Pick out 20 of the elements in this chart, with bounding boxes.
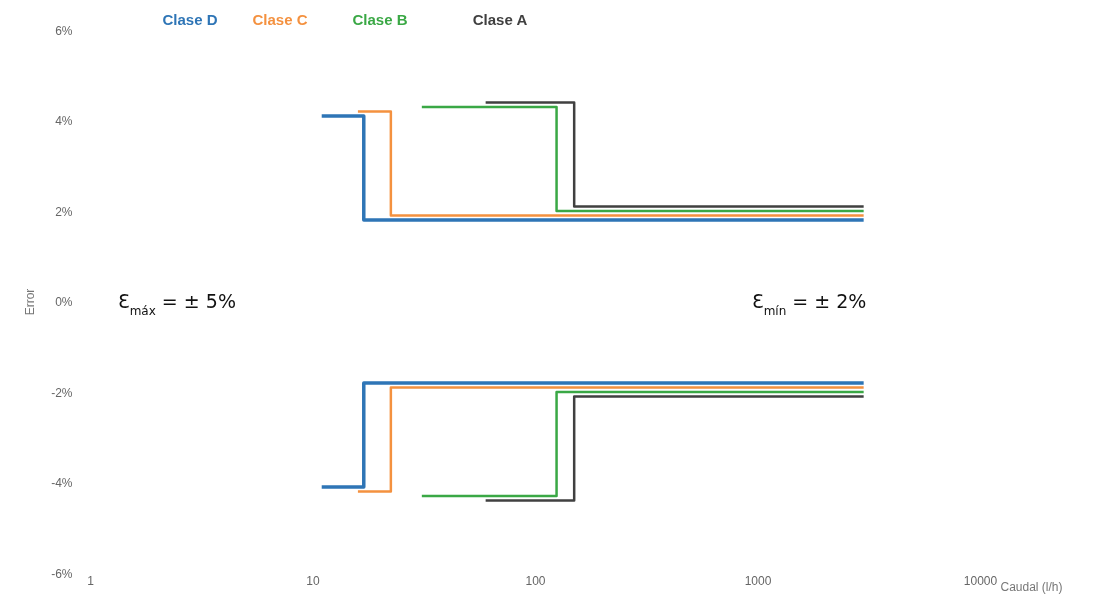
x-tick-label: 1 — [87, 573, 95, 588]
x-tick-label: 100 — [525, 573, 546, 588]
y-tick-label: -4% — [51, 476, 73, 490]
annotation: Ɛ$_{mín}$ = ± 2% — [752, 289, 867, 318]
y-tick-label: 0% — [55, 295, 73, 309]
y-tick-label: -6% — [51, 566, 73, 581]
x-tick-label: 10 — [306, 573, 320, 588]
text: Clase D — [162, 11, 218, 28]
y-axis-title: Error — [23, 288, 38, 316]
text: Clase B — [352, 11, 408, 28]
x-tick-label: 10000 — [963, 573, 998, 588]
annotation: Ɛ$_{máx}$ = ± 5% — [118, 289, 236, 318]
text: Clase A — [472, 11, 528, 28]
y-tick-label: 4% — [55, 114, 73, 128]
x-tick-label: 1000 — [744, 573, 772, 588]
text: Clase C — [252, 11, 308, 28]
x-axis-title: Caudal (l/h) — [1000, 579, 1063, 594]
y-tick-label: 6% — [55, 23, 73, 38]
y-tick-label: -2% — [51, 385, 73, 400]
y-tick-label: 2% — [55, 204, 73, 219]
